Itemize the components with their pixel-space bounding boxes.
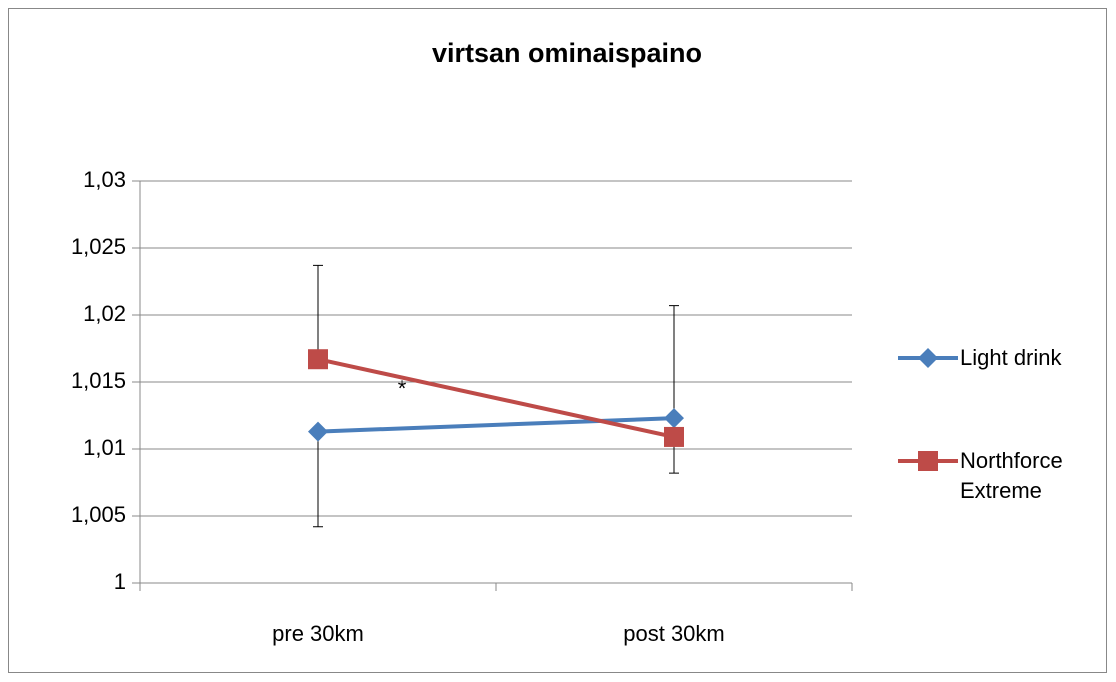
legend-marker (918, 451, 938, 471)
y-tick-label: 1,025 (71, 234, 126, 259)
legend-label: Light drink (960, 345, 1062, 370)
x-tick-label: pre 30km (272, 621, 364, 646)
y-tick-label: 1,005 (71, 502, 126, 527)
y-tick-label: 1,03 (83, 167, 126, 192)
x-tick-label: post 30km (623, 621, 725, 646)
chart-border (8, 8, 1107, 673)
series-line (317, 357, 675, 439)
error-bar (313, 264, 323, 360)
error-bar (313, 431, 323, 528)
y-tick-label: 1,01 (83, 435, 126, 460)
data-point (308, 349, 328, 370)
data-point (664, 408, 684, 429)
data-point (308, 421, 328, 442)
y-tick-label: 1 (114, 569, 126, 594)
data-point (664, 426, 684, 447)
legend-marker (918, 348, 938, 368)
legend-label: Northforce Extreme (960, 448, 1063, 503)
chart-title: virtsan ominaispaino (432, 38, 702, 68)
annotation: * (398, 376, 407, 401)
series-line (317, 416, 675, 434)
error-bar (669, 305, 679, 419)
y-tick-label: 1,02 (83, 301, 126, 326)
y-tick-label: 1,015 (71, 368, 126, 393)
